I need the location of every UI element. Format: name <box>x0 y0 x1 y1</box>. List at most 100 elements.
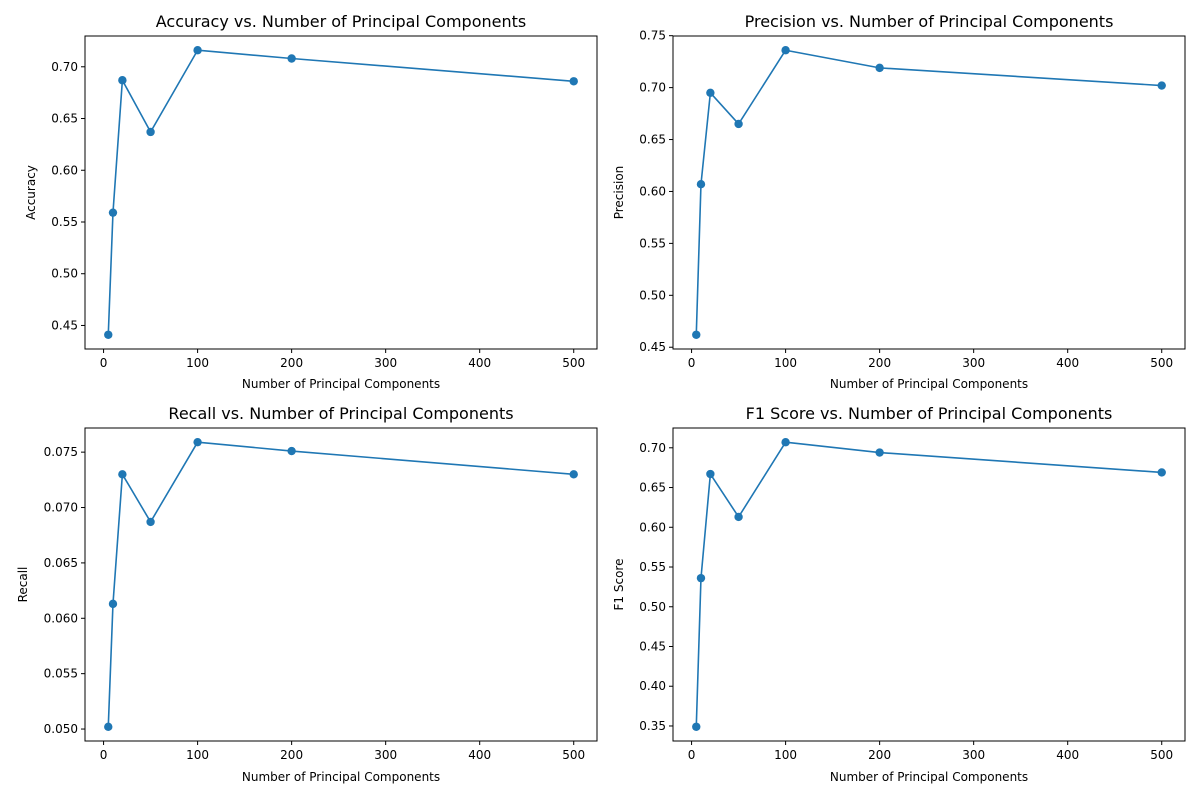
y-tick-label: 0.70 <box>51 60 78 74</box>
data-point <box>706 469 715 479</box>
y-tick-label: 0.65 <box>639 133 666 147</box>
data-point <box>146 517 155 527</box>
y-tick-label: 0.050 <box>44 722 78 736</box>
x-tick-label: 400 <box>1056 748 1079 762</box>
data-point <box>104 722 113 732</box>
y-tick-label: 0.45 <box>639 639 666 653</box>
y-tick-label: 0.070 <box>44 501 78 515</box>
plot-area: 0 100 200 300 400 500 0.050 0.055 0.060 0.065 0.07… <box>44 427 598 762</box>
x-axis-label: Number of Principal Components <box>830 770 1028 784</box>
x-axis-label: Number of Principal Components <box>830 377 1028 391</box>
x-tick-label: 300 <box>962 356 985 370</box>
chart-title: F1 Score vs. Number of Principal Compone… <box>746 404 1113 423</box>
y-tick-label: 0.55 <box>639 560 666 574</box>
y-tick-label: 0.75 <box>639 29 666 43</box>
plot-area: 0 100 200 300 400 500 0.45 0.50 0.55 0.60 0.65 0.70 <box>51 35 598 370</box>
y-axis-label: Precision <box>612 166 626 220</box>
data-point <box>781 46 790 55</box>
y-tick-label: 0.060 <box>44 611 78 625</box>
x-tick-label: 400 <box>1056 356 1079 370</box>
y-tick-label: 0.50 <box>51 267 78 281</box>
axes-frame <box>672 427 1186 742</box>
y-tick-label: 0.60 <box>51 163 78 177</box>
y-tick-label: 0.055 <box>44 667 78 681</box>
x-tick-label: 100 <box>186 748 209 762</box>
data-point <box>108 599 118 609</box>
y-tick-label: 0.45 <box>639 340 666 354</box>
y-tick-label: 0.65 <box>639 481 666 495</box>
x-tick-label: 500 <box>562 356 585 370</box>
data-point <box>706 88 715 98</box>
data-point <box>569 470 578 479</box>
x-tick-label: 0 <box>100 748 108 762</box>
y-axis-label: Accuracy <box>24 165 38 220</box>
data-point <box>193 437 202 447</box>
subplot-recall: Recall vs. Number of Principal Component… <box>16 404 598 784</box>
data-point <box>692 330 701 339</box>
data-point <box>118 470 127 479</box>
x-tick-label: 500 <box>562 748 585 762</box>
data-point <box>734 119 743 129</box>
y-tick-label: 0.55 <box>639 236 666 250</box>
y-tick-label: 0.075 <box>44 445 78 459</box>
axes-frame <box>84 427 598 742</box>
x-tick-label: 400 <box>468 356 491 370</box>
y-tick-label: 0.50 <box>639 600 666 614</box>
data-point <box>696 573 706 583</box>
x-tick-label: 300 <box>374 356 397 370</box>
x-tick-label: 500 <box>1150 748 1173 762</box>
chart-title: Recall vs. Number of Principal Component… <box>168 404 513 423</box>
y-tick-label: 0.70 <box>639 441 666 455</box>
y-tick-label: 0.40 <box>639 679 666 693</box>
data-point <box>696 179 706 189</box>
subplot-f1-score: F1 Score vs. Number of Principal Compone… <box>612 404 1186 784</box>
data-point <box>287 54 296 63</box>
data-point <box>104 330 113 339</box>
data-point <box>781 438 790 447</box>
data-point <box>734 512 743 522</box>
x-tick-label: 500 <box>1150 356 1173 370</box>
y-tick-label: 0.65 <box>51 112 78 126</box>
x-tick-label: 200 <box>280 356 303 370</box>
x-axis-label: Number of Principal Components <box>242 377 440 391</box>
axes-frame <box>672 35 1186 350</box>
data-point <box>1157 468 1166 477</box>
subplot-accuracy: Accuracy vs. Number of Principal Compone… <box>24 12 598 391</box>
subplot-precision: Precision vs. Number of Principal Compon… <box>612 12 1186 391</box>
x-tick-label: 300 <box>374 748 397 762</box>
x-tick-label: 0 <box>688 748 696 762</box>
data-point <box>146 127 155 137</box>
data-point <box>875 448 884 457</box>
x-tick-label: 0 <box>100 356 108 370</box>
x-tick-label: 200 <box>280 748 303 762</box>
y-tick-label: 0.70 <box>639 81 666 95</box>
data-point <box>118 76 127 85</box>
y-tick-label: 0.55 <box>51 215 78 229</box>
chart-title: Accuracy vs. Number of Principal Compone… <box>156 12 526 31</box>
data-point <box>287 446 296 456</box>
plot-area: 0 100 200 300 400 500 0.35 0.40 0.45 0.50 0.55 0.60… <box>639 427 1186 762</box>
x-tick-label: 300 <box>962 748 985 762</box>
y-axis-label: Recall <box>16 567 30 603</box>
data-point <box>692 722 701 731</box>
y-axis-label: F1 Score <box>612 559 626 611</box>
x-tick-label: 100 <box>186 356 209 370</box>
data-point <box>108 208 118 217</box>
y-tick-label: 0.45 <box>51 318 78 332</box>
data-point <box>875 63 884 73</box>
x-axis-label: Number of Principal Components <box>242 770 440 784</box>
x-tick-label: 100 <box>774 748 797 762</box>
x-tick-label: 200 <box>868 748 891 762</box>
data-point <box>569 77 578 86</box>
x-tick-label: 200 <box>868 356 891 370</box>
y-tick-label: 0.60 <box>639 184 666 198</box>
y-tick-label: 0.50 <box>639 288 666 302</box>
y-tick-label: 0.35 <box>639 719 666 733</box>
y-tick-label: 0.60 <box>639 520 666 534</box>
x-tick-label: 400 <box>468 748 491 762</box>
chart-title: Precision vs. Number of Principal Compon… <box>745 12 1114 31</box>
data-point <box>193 46 202 55</box>
x-tick-label: 100 <box>774 356 797 370</box>
